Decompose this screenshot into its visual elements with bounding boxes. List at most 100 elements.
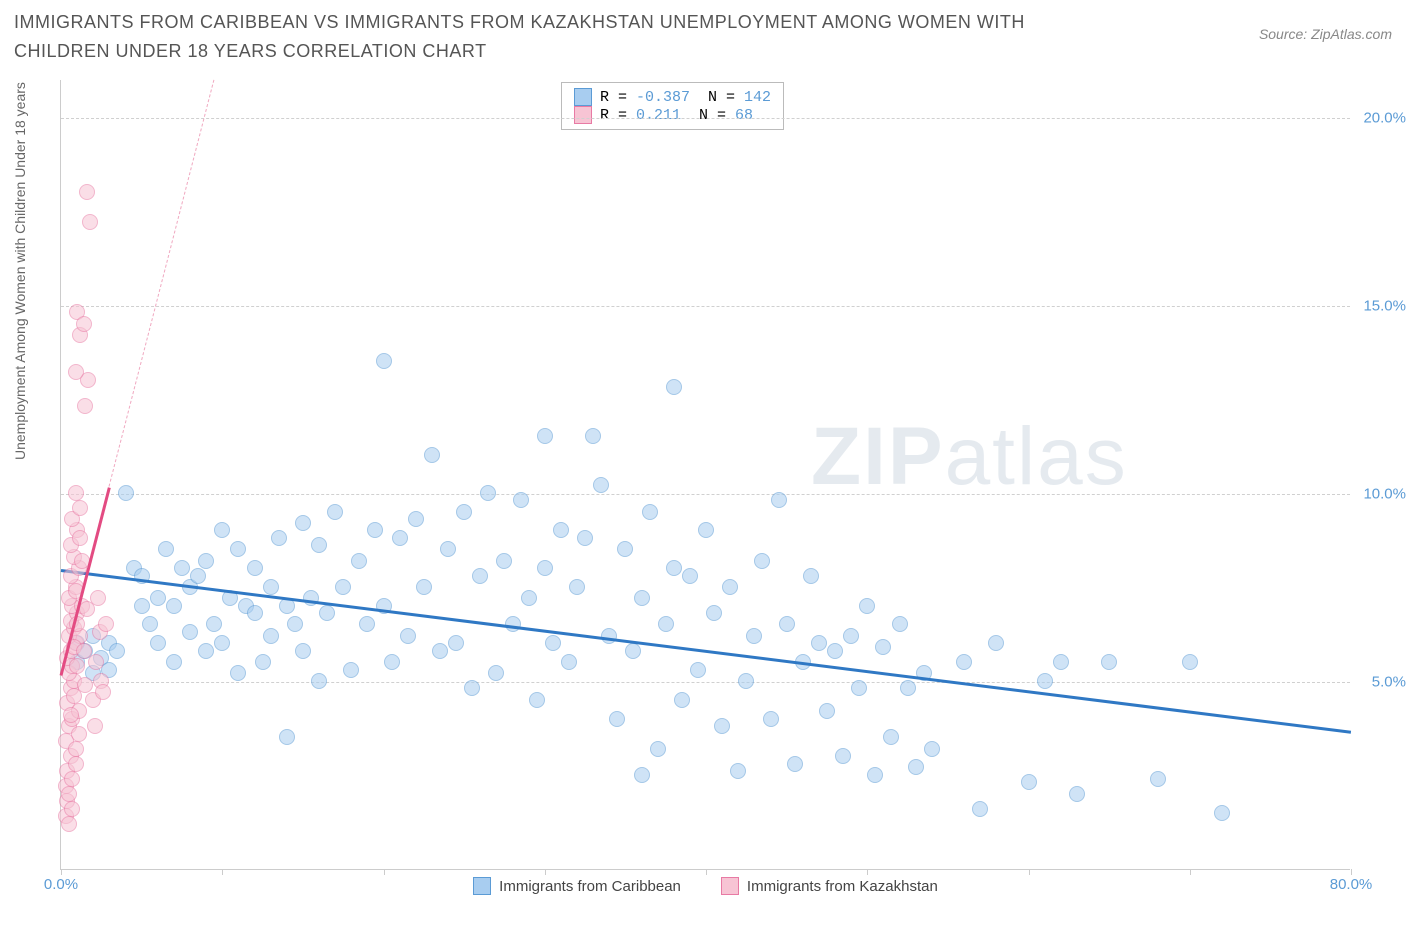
data-point: [472, 568, 488, 584]
data-point: [98, 616, 114, 632]
data-point: [1021, 774, 1037, 790]
data-point: [335, 579, 351, 595]
trend-line: [109, 80, 215, 487]
y-tick-label: 15.0%: [1363, 297, 1406, 314]
data-point: [1069, 786, 1085, 802]
data-point: [68, 756, 84, 772]
data-point: [79, 184, 95, 200]
data-point: [109, 643, 125, 659]
data-point: [706, 605, 722, 621]
x-tick-mark: [1351, 869, 1352, 875]
data-point: [392, 530, 408, 546]
data-point: [134, 598, 150, 614]
data-point: [859, 598, 875, 614]
legend-swatch: [473, 877, 491, 895]
data-point: [64, 801, 80, 817]
series-label: Immigrants from Caribbean: [499, 878, 681, 895]
gridline-h: [61, 306, 1350, 307]
data-point: [190, 568, 206, 584]
data-point: [754, 553, 770, 569]
data-point: [1182, 654, 1198, 670]
source-credit: Source: ZipAtlas.com: [1259, 26, 1392, 42]
data-point: [819, 703, 835, 719]
series-legend-item: Immigrants from Kazakhstan: [721, 877, 938, 895]
data-point: [537, 560, 553, 576]
gridline-h: [61, 494, 1350, 495]
data-point: [674, 692, 690, 708]
data-point: [456, 504, 472, 520]
data-point: [77, 398, 93, 414]
data-point: [230, 541, 246, 557]
data-point: [351, 553, 367, 569]
data-point: [827, 643, 843, 659]
data-point: [609, 711, 625, 727]
data-point: [529, 692, 545, 708]
data-point: [287, 616, 303, 632]
data-point: [1214, 805, 1230, 821]
data-point: [247, 560, 263, 576]
x-tick-mark: [384, 869, 385, 875]
data-point: [319, 605, 335, 621]
data-point: [642, 504, 658, 520]
series-label: Immigrants from Kazakhstan: [747, 878, 938, 895]
watermark: ZIPatlas: [811, 410, 1128, 504]
data-point: [513, 492, 529, 508]
data-point: [1101, 654, 1117, 670]
data-point: [1150, 771, 1166, 787]
data-point: [150, 590, 166, 606]
data-point: [68, 485, 84, 501]
data-point: [182, 624, 198, 640]
data-point: [924, 741, 940, 757]
data-point: [63, 707, 79, 723]
data-point: [400, 628, 416, 644]
data-point: [295, 643, 311, 659]
data-point: [279, 729, 295, 745]
data-point: [214, 522, 230, 538]
data-point: [771, 492, 787, 508]
x-tick-label: 80.0%: [1330, 876, 1373, 893]
data-point: [327, 504, 343, 520]
data-point: [480, 485, 496, 501]
data-point: [206, 616, 222, 632]
data-point: [359, 616, 375, 632]
data-point: [666, 560, 682, 576]
data-point: [1037, 673, 1053, 689]
data-point: [71, 726, 87, 742]
data-point: [892, 616, 908, 632]
data-point: [634, 590, 650, 606]
data-point: [577, 530, 593, 546]
data-point: [424, 447, 440, 463]
data-point: [166, 598, 182, 614]
data-point: [698, 522, 714, 538]
data-point: [82, 214, 98, 230]
x-tick-label: 0.0%: [44, 876, 78, 893]
data-point: [593, 477, 609, 493]
data-point: [198, 643, 214, 659]
data-point: [214, 635, 230, 651]
data-point: [95, 684, 111, 700]
data-point: [488, 665, 504, 681]
data-point: [61, 816, 77, 832]
data-point: [714, 718, 730, 734]
data-point: [166, 654, 182, 670]
data-point: [255, 654, 271, 670]
data-point: [69, 658, 85, 674]
data-point: [118, 485, 134, 501]
y-tick-label: 5.0%: [1372, 673, 1406, 690]
data-point: [464, 680, 480, 696]
data-point: [79, 601, 95, 617]
legend-row: R = -0.387 N = 142: [574, 88, 771, 106]
data-point: [76, 316, 92, 332]
data-point: [537, 428, 553, 444]
x-tick-mark: [706, 869, 707, 875]
data-point: [440, 541, 456, 557]
gridline-h: [61, 682, 1350, 683]
data-point: [569, 579, 585, 595]
data-point: [763, 711, 779, 727]
chart-title: IMMIGRANTS FROM CARIBBEAN VS IMMIGRANTS …: [14, 8, 1114, 66]
data-point: [545, 635, 561, 651]
data-point: [376, 353, 392, 369]
data-point: [88, 654, 104, 670]
data-point: [666, 379, 682, 395]
data-point: [722, 579, 738, 595]
